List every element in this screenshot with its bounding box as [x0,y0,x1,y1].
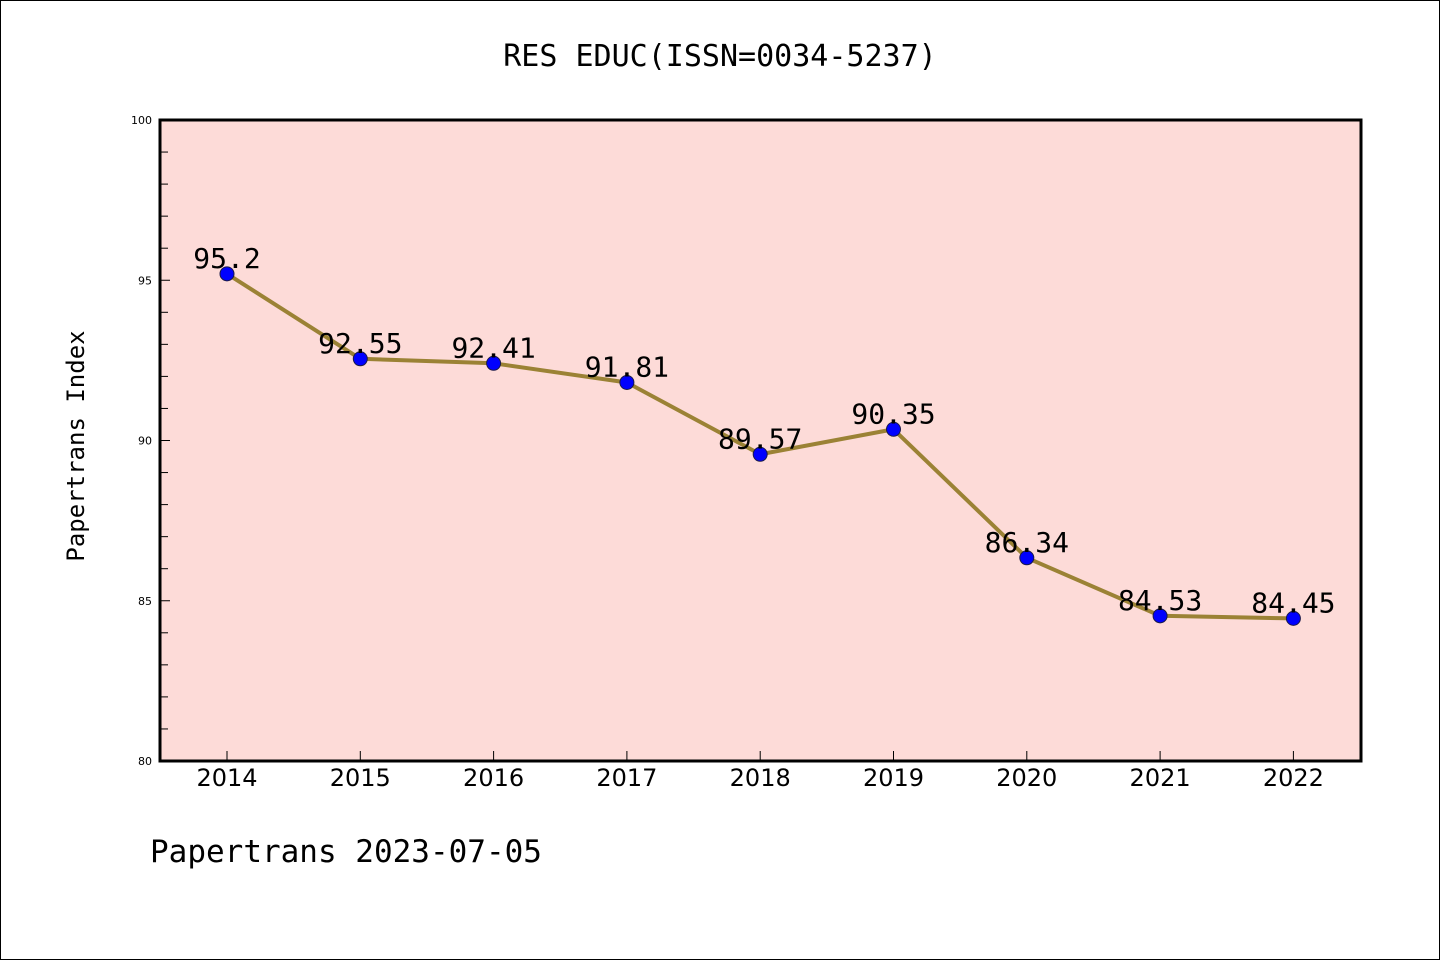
y-tick-label: 85 [138,595,152,608]
data-point-marker [1152,608,1168,624]
data-label: 84.53 [1118,584,1202,617]
x-tick-label: 2022 [1263,764,1324,792]
x-tick-label: 2017 [596,764,657,792]
x-tick-label: 2015 [330,764,391,792]
data-label: 90.35 [851,397,935,430]
data-point-marker [1285,610,1301,626]
series-index: 95.2 92.55 92.41 91.81 89.57 90.35 86.34 84.53 8… [193,242,1336,626]
x-axis: 2014 2015 2016 2017 2018 2019 2020 2021 2022 [196,751,1324,792]
x-tick-label: 2018 [730,764,791,792]
data-label: 84.45 [1251,586,1335,619]
footer-date-label: Papertrans 2023-07-05 [150,834,542,870]
data-point-marker [486,355,502,371]
data-point-marker [752,446,768,462]
x-tick-label: 2021 [1130,764,1191,792]
data-point-marker [219,266,235,282]
y-tick-label: 95 [138,274,152,287]
data-label: 89.57 [718,422,802,455]
x-tick-label: 2019 [863,764,924,792]
x-tick-label: 2020 [996,764,1057,792]
chart-title: RES EDUC(ISSN=0034-5237) [503,39,936,74]
x-tick-label: 2016 [463,764,524,792]
y-axis-label: Papertrans Index [62,330,90,561]
data-label: 95.2 [193,242,260,275]
data-point-marker [619,374,635,390]
data-label: 91.81 [585,350,669,383]
data-point-marker [886,421,901,437]
y-tick-label: 90 [138,435,152,448]
x-tick-label: 2014 [196,764,257,792]
y-tick-label: 80 [138,755,152,768]
data-label: 86.34 [985,526,1069,559]
data-label: 92.41 [451,331,535,364]
data-label: 92.55 [318,327,402,360]
data-point-marker [1019,550,1035,566]
plot-area [158,118,1363,763]
data-point-marker [352,351,368,367]
y-axis: 80 85 90 95 100 [131,114,170,768]
y-tick-label: 100 [131,114,152,127]
